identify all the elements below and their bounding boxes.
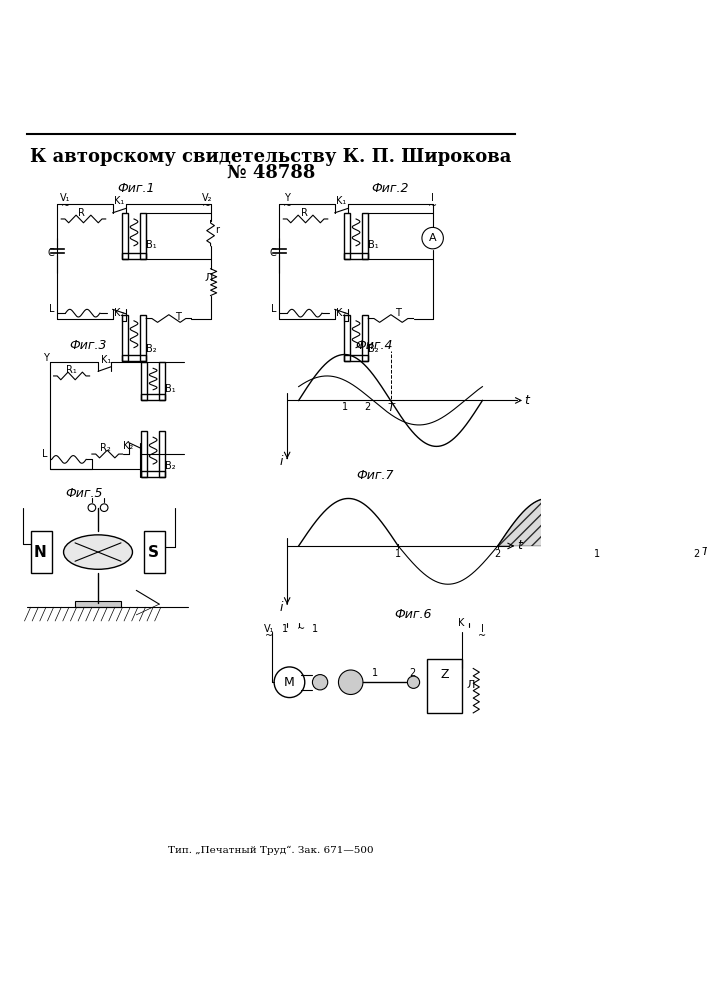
Ellipse shape (64, 535, 132, 569)
Text: B₁: B₁ (368, 240, 378, 250)
Bar (122, 315, 128, 361)
Text: B₁: B₁ (165, 384, 175, 394)
Text: 2: 2 (364, 402, 370, 412)
Bar (140, 315, 146, 361)
Text: B₂: B₂ (368, 344, 378, 354)
Text: 1: 1 (372, 668, 378, 678)
Bar (427, 659, 462, 713)
Text: V₁: V₁ (264, 624, 275, 634)
Text: t: t (525, 394, 530, 407)
Bar (30, 531, 52, 573)
Text: ~: ~ (479, 631, 486, 641)
Text: 1: 1 (395, 549, 402, 559)
Text: K₂: K₂ (336, 308, 346, 318)
Text: К авторскому свидетельству К. П. Широкова: К авторскому свидетельству К. П. Широков… (30, 148, 512, 166)
Text: Л: Л (205, 273, 214, 283)
Bar (344, 253, 368, 259)
Text: S: S (148, 545, 158, 560)
Bar (362, 315, 368, 361)
Text: N: N (33, 545, 46, 560)
Text: Y: Y (284, 193, 290, 203)
Text: K₁: K₁ (114, 196, 124, 206)
Text: C: C (270, 248, 276, 258)
Bar (141, 471, 165, 477)
Text: ~: ~ (283, 201, 292, 211)
Text: T: T (701, 547, 707, 557)
Text: L: L (271, 304, 276, 314)
Text: V₁: V₁ (60, 193, 70, 203)
Text: K₂: K₂ (114, 308, 124, 318)
Text: Фиг.2: Фиг.2 (372, 182, 409, 195)
Bar (141, 394, 165, 400)
Text: K₁: K₁ (100, 355, 111, 365)
Bar (141, 362, 147, 400)
Text: L: L (49, 304, 54, 314)
Text: 1: 1 (594, 549, 600, 559)
Text: № 48788: № 48788 (227, 163, 315, 181)
Text: B₁: B₁ (146, 240, 156, 250)
Bar (159, 362, 165, 400)
Text: i: i (279, 601, 283, 614)
Bar (344, 355, 368, 361)
Text: 1: 1 (312, 624, 319, 634)
Text: A: A (429, 233, 436, 243)
Text: Тип. „Печатный Труд“. Зак. 671—500: Тип. „Печатный Труд“. Зак. 671—500 (168, 846, 374, 855)
Text: Л: Л (467, 680, 475, 690)
Bar (140, 213, 146, 259)
Text: t: t (517, 539, 522, 552)
Text: 2: 2 (495, 549, 501, 559)
Text: T: T (387, 403, 394, 413)
Text: ~: ~ (297, 624, 305, 634)
Text: C: C (48, 248, 54, 258)
Text: K₁: K₁ (336, 196, 346, 206)
Text: 2: 2 (694, 549, 700, 559)
Text: I: I (431, 193, 434, 203)
Bar (75, 601, 121, 607)
Text: 1: 1 (341, 402, 348, 412)
Text: ~: ~ (266, 631, 274, 641)
Text: R: R (78, 208, 86, 218)
Text: M: M (284, 676, 295, 689)
Text: R₁: R₁ (66, 365, 76, 375)
Text: ~: ~ (428, 201, 437, 211)
Text: L: L (42, 449, 47, 459)
Circle shape (312, 675, 328, 690)
Text: B₂: B₂ (146, 344, 156, 354)
Text: T: T (395, 308, 401, 318)
Text: Фиг.4: Фиг.4 (355, 339, 392, 352)
Text: Фиг.6: Фиг.6 (395, 608, 432, 621)
Text: B₂: B₂ (165, 461, 175, 471)
Text: V₂: V₂ (201, 193, 212, 203)
Text: Фиг.7: Фиг.7 (356, 469, 394, 482)
Text: R₂: R₂ (100, 443, 110, 453)
Text: Фиг.5: Фиг.5 (66, 487, 103, 500)
Bar (362, 213, 368, 259)
Bar (144, 531, 165, 573)
Bar (122, 355, 146, 361)
Bar (344, 213, 350, 259)
Bar (122, 253, 146, 259)
Circle shape (339, 670, 363, 694)
Text: T: T (175, 312, 182, 322)
Text: K₂: K₂ (123, 441, 133, 451)
Bar (141, 431, 147, 477)
Text: Фиг.1: Фиг.1 (117, 182, 155, 195)
Text: 2: 2 (409, 668, 415, 678)
Bar (122, 213, 128, 259)
Text: Y: Y (43, 353, 49, 363)
Bar (159, 431, 165, 477)
Circle shape (407, 676, 420, 688)
Text: ~: ~ (61, 201, 70, 211)
Text: Z: Z (440, 668, 449, 681)
Bar (344, 315, 350, 361)
Text: ~: ~ (202, 201, 211, 211)
Text: I: I (481, 624, 484, 634)
Text: i: i (279, 455, 283, 468)
Text: r: r (215, 225, 218, 235)
Text: K: K (458, 618, 464, 628)
Text: R: R (300, 208, 308, 218)
Text: Фиг.3: Фиг.3 (69, 339, 107, 352)
Text: 1: 1 (282, 624, 288, 634)
